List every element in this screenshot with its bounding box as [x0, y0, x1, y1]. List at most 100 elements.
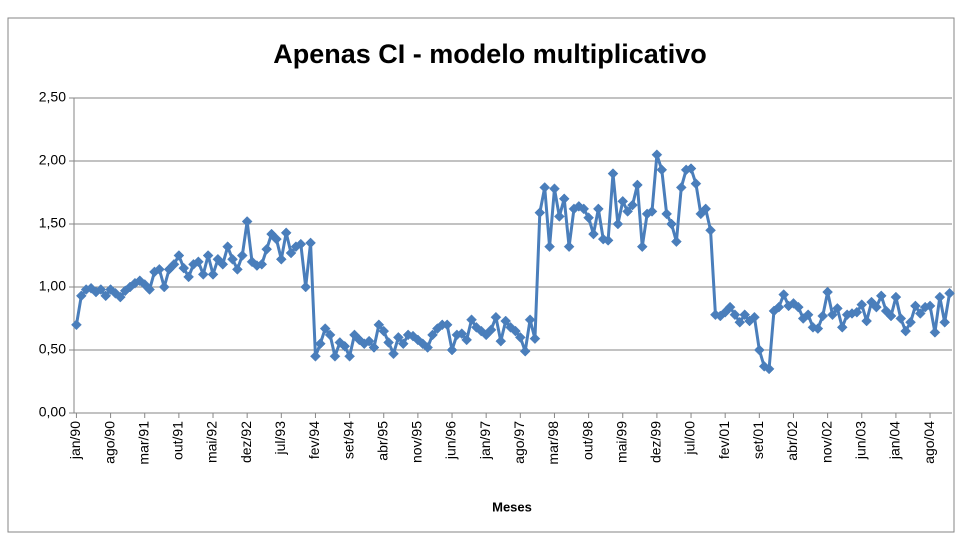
data-point — [812, 323, 824, 334]
data-point — [339, 340, 351, 352]
data-point — [197, 269, 209, 280]
data-point — [905, 316, 916, 328]
data-point — [607, 168, 619, 179]
x-tick-label: abr/95 — [374, 421, 390, 461]
data-point — [632, 179, 643, 191]
data-point — [612, 218, 624, 230]
x-tick-label: jul/00 — [682, 421, 698, 456]
data-point — [178, 262, 190, 274]
data-point — [217, 258, 229, 270]
data-point — [534, 207, 546, 219]
data-point — [685, 163, 697, 174]
data-point — [510, 325, 521, 337]
y-tick-label: 0,00 — [39, 404, 66, 420]
data-point — [466, 314, 477, 326]
x-tick-label: jul/93 — [272, 421, 288, 456]
x-tick-label: jan/97 — [477, 421, 493, 460]
data-point — [939, 316, 951, 328]
data-point — [236, 250, 248, 261]
data-point — [207, 269, 219, 280]
data-point — [246, 256, 258, 268]
data-point — [871, 301, 882, 313]
x-tick-label: set/01 — [750, 421, 766, 459]
data-point — [261, 243, 273, 255]
data-point — [875, 290, 887, 302]
data-point — [300, 281, 312, 293]
data-point — [427, 329, 438, 341]
data-point — [314, 338, 326, 350]
data-point — [285, 247, 297, 259]
data-point — [924, 300, 936, 312]
data-point — [646, 206, 658, 217]
data-point — [275, 253, 287, 265]
data-point — [553, 211, 565, 222]
data-point — [929, 327, 941, 338]
data-point — [934, 291, 946, 303]
data-point — [836, 321, 848, 333]
data-point — [753, 344, 765, 356]
data-point — [734, 316, 746, 328]
data-point — [690, 178, 702, 190]
data-point — [100, 290, 112, 302]
data-point — [588, 228, 599, 240]
data-point — [778, 289, 790, 300]
data-point — [271, 233, 282, 245]
data-point — [895, 313, 907, 324]
y-tick-label: 2,50 — [39, 89, 66, 105]
data-point — [675, 182, 687, 193]
data-point — [388, 348, 399, 360]
x-tick-label: fev/01 — [716, 421, 732, 459]
data-point — [705, 224, 716, 236]
data-point — [602, 235, 614, 246]
data-point — [593, 203, 604, 215]
x-tick-label: dez/99 — [648, 421, 664, 463]
data-point — [334, 337, 346, 348]
x-tick-label: nov/02 — [818, 421, 834, 463]
data-point — [305, 237, 316, 249]
data-point — [524, 314, 536, 326]
x-tick-label: fev/94 — [306, 421, 322, 459]
data-point — [168, 258, 180, 270]
y-tick-label: 1,50 — [39, 215, 66, 231]
data-point — [446, 344, 458, 356]
data-point — [519, 345, 531, 357]
data-point — [227, 253, 238, 265]
data-point — [666, 218, 677, 230]
data-point — [173, 250, 185, 261]
data-point — [539, 182, 551, 193]
x-tick-label: mai/92 — [204, 421, 220, 463]
x-tick-label: out/91 — [170, 421, 186, 460]
x-tick-label: abr/02 — [784, 421, 800, 461]
data-point — [368, 342, 380, 353]
x-tick-label: ago/90 — [101, 421, 117, 464]
data-point — [407, 330, 419, 342]
data-point — [549, 183, 560, 195]
data-point — [193, 256, 204, 268]
data-point — [280, 227, 292, 239]
data-point — [329, 350, 341, 362]
x-tick-label: mar/91 — [135, 421, 151, 465]
data-point — [773, 301, 785, 313]
data-point — [910, 300, 921, 312]
data-point — [461, 334, 473, 346]
data-point — [890, 291, 902, 303]
data-point — [363, 335, 375, 347]
data-point — [114, 291, 126, 303]
data-point — [393, 332, 404, 343]
data-point — [563, 241, 575, 253]
data-point — [324, 329, 336, 341]
data-point — [817, 310, 829, 322]
data-point — [656, 164, 668, 176]
data-point — [232, 264, 243, 275]
x-tick-label: set/94 — [340, 421, 356, 459]
data-point — [310, 350, 321, 362]
data-point — [861, 315, 872, 327]
data-point — [490, 311, 502, 323]
data-point — [241, 216, 253, 227]
data-point — [739, 309, 751, 321]
data-point — [441, 319, 453, 331]
x-tick-label: dez/92 — [238, 421, 254, 463]
x-tick-label: jun/96 — [443, 421, 459, 460]
data-point — [856, 299, 868, 310]
